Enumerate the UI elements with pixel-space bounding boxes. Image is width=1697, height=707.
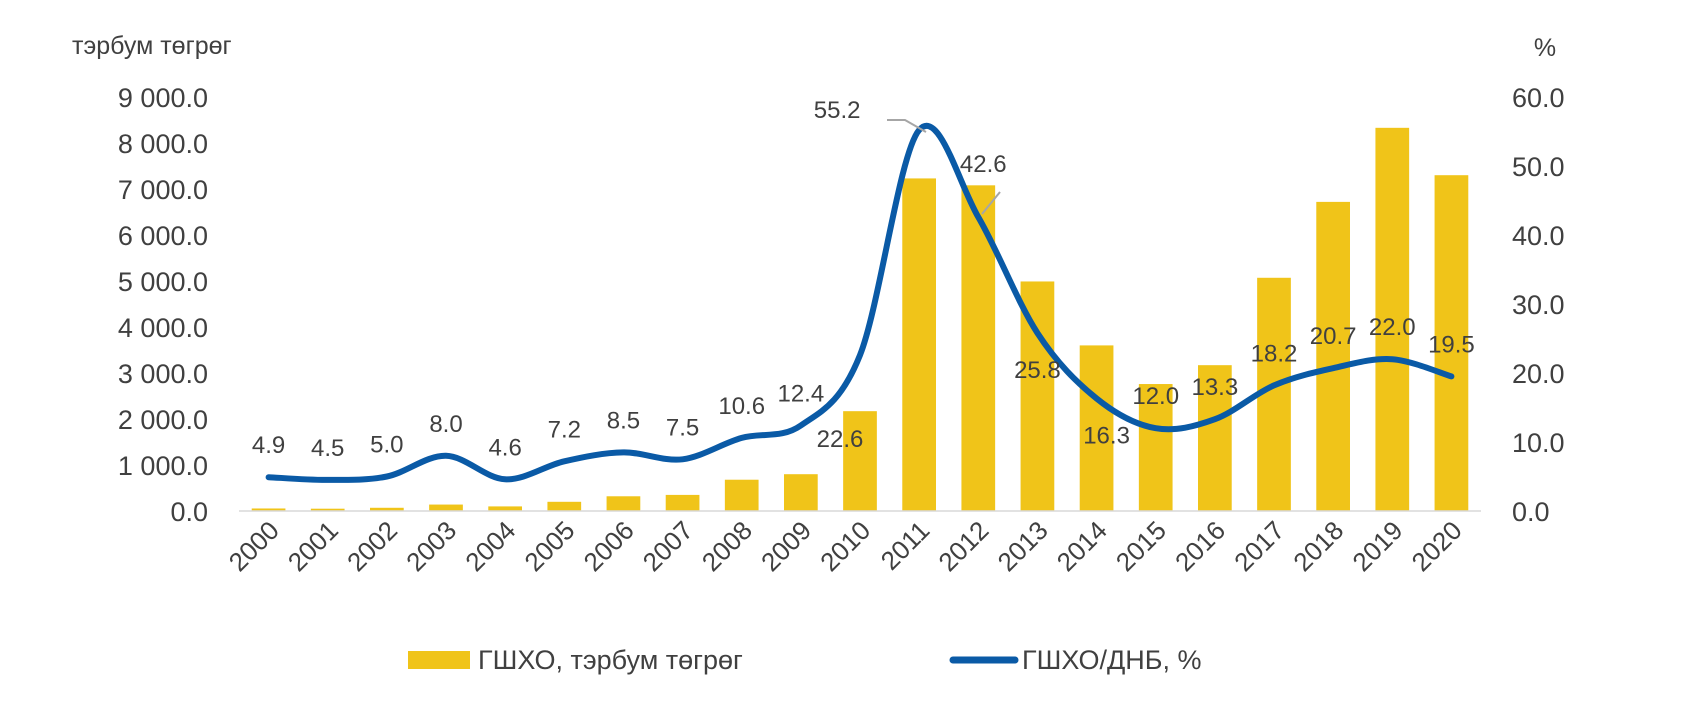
- legend-line-label: ГШХО/ДНБ, %: [1022, 645, 1202, 675]
- x-tick-label: 2001: [282, 515, 344, 577]
- x-tick-label: 2002: [341, 515, 403, 577]
- y-right-tick-label: 30.0: [1512, 290, 1565, 320]
- data-labels: 4.9 4.5 5.0 8.0 4.6 7.2 8.5 7.5 10.6 12.4 22.6 55.2…: [252, 97, 1475, 462]
- y-left-tick-label: 0.0: [170, 497, 208, 527]
- bar-2007: [665, 494, 700, 511]
- y-right-tick-label: 50.0: [1512, 152, 1565, 182]
- x-tick-label: 2004: [459, 515, 521, 577]
- data-label-2004: 4.6: [488, 434, 521, 461]
- data-label-2010: 22.6: [817, 426, 864, 453]
- data-label-2019: 22.0: [1369, 314, 1416, 341]
- y-right-tick-label: 10.0: [1512, 428, 1565, 458]
- data-label-2018: 20.7: [1310, 323, 1357, 350]
- x-tick-label: 2009: [755, 515, 817, 577]
- bar-2004: [488, 506, 522, 511]
- data-label-2003: 8.0: [429, 411, 462, 438]
- y-left-axis-title: тэрбум төгрөг: [72, 32, 232, 60]
- x-tick-label: 2006: [578, 515, 640, 577]
- x-tick-label: 2011: [875, 515, 936, 576]
- y-left-tick-label: 7 000.0: [118, 175, 208, 205]
- data-label-2016: 13.3: [1191, 374, 1238, 401]
- bar-2009: [784, 474, 818, 511]
- leader-line-2011: [887, 119, 927, 133]
- y-left-tick-label: 9 000.0: [118, 83, 208, 113]
- bar-2018: [1316, 201, 1350, 511]
- x-tick-label: 2010: [814, 515, 876, 577]
- data-label-2001: 4.5: [311, 435, 344, 462]
- y-left-tick-label: 5 000.0: [118, 267, 208, 297]
- x-tick-label: 2000: [223, 515, 285, 577]
- data-label-2009: 12.4: [777, 380, 824, 407]
- bar-2006: [606, 496, 641, 511]
- bar-2008: [724, 479, 759, 511]
- data-label-2013: 25.8: [1014, 357, 1061, 384]
- x-tick-label: 2003: [400, 515, 462, 577]
- label-leader-lines: [887, 119, 1001, 215]
- axis-titles: тэрбум төгрөг %: [72, 32, 1556, 62]
- y-right-tick-label: 40.0: [1512, 221, 1565, 251]
- data-label-2020: 19.5: [1428, 331, 1475, 358]
- data-label-2002: 5.0: [370, 432, 403, 459]
- data-label-2007: 7.5: [666, 414, 699, 441]
- data-label-2006: 8.5: [607, 407, 640, 434]
- leader-line-2012: [981, 191, 1001, 215]
- y-left-tick-label: 2 000.0: [118, 405, 208, 435]
- x-tick-label: 2018: [1287, 515, 1349, 577]
- data-label-2012: 42.6: [960, 151, 1007, 178]
- data-label-2008: 10.6: [718, 393, 765, 420]
- x-tick-label: 2008: [696, 515, 758, 577]
- line-series: [265, 123, 1455, 483]
- y-left-tick-label: 1 000.0: [118, 451, 208, 481]
- data-label-2011: 55.2: [814, 97, 861, 124]
- bar-series: [251, 127, 1469, 512]
- y-left-tick-label: 4 000.0: [118, 313, 208, 343]
- line-path: [265, 123, 1455, 483]
- bar-2005: [547, 501, 582, 511]
- x-tick-label: 2007: [637, 515, 699, 577]
- x-ticks: 2000200120022003200420052006200720082009…: [223, 515, 1468, 577]
- bar-2014: [1079, 345, 1114, 511]
- data-label-2017: 18.2: [1251, 340, 1298, 367]
- x-tick-label: 2017: [1228, 515, 1290, 577]
- y-left-ticks: 0.0 1 000.0 2 000.0 3 000.0 4 000.0 5 000.0 6 …: [118, 83, 208, 527]
- data-label-2005: 7.2: [548, 416, 581, 443]
- legend: ГШХО, тэрбум төгрөг ГШХО/ДНБ, %: [408, 645, 1202, 675]
- bar-2015: [1138, 384, 1173, 511]
- y-right-tick-label: 20.0: [1512, 359, 1565, 389]
- x-tick-label: 2015: [1110, 515, 1172, 577]
- bar-2001: [310, 508, 345, 511]
- data-label-2014: 16.3: [1083, 423, 1130, 450]
- bar-2020: [1434, 175, 1469, 511]
- y-left-tick-label: 6 000.0: [118, 221, 208, 251]
- y-left-tick-label: 8 000.0: [118, 129, 208, 159]
- y-right-axis-title: %: [1534, 34, 1556, 62]
- y-right-tick-label: 60.0: [1512, 83, 1565, 113]
- bar-2016: [1198, 365, 1232, 511]
- y-right-ticks: 0.0 10.0 20.0 30.0 40.0 50.0 60.0: [1512, 83, 1565, 527]
- legend-bar-label: ГШХО, тэрбум төгрөг: [478, 645, 743, 675]
- x-tick-label: 2013: [992, 515, 1054, 577]
- bar-2000: [251, 508, 286, 511]
- x-tick-label: 2019: [1346, 515, 1408, 577]
- legend-bar-swatch: [408, 651, 470, 669]
- data-label-2000: 4.9: [252, 432, 285, 459]
- y-left-tick-label: 3 000.0: [118, 359, 208, 389]
- bar-2010: [843, 411, 877, 511]
- data-label-2015: 12.0: [1132, 383, 1179, 410]
- bar-2002: [370, 507, 404, 511]
- bar-2011: [902, 178, 936, 512]
- x-tick-label: 2012: [932, 515, 994, 577]
- x-tick-label: 2020: [1406, 515, 1468, 577]
- x-tick-label: 2016: [1169, 515, 1231, 577]
- x-tick-label: 2005: [518, 515, 580, 577]
- y-right-tick-label: 0.0: [1512, 497, 1550, 527]
- bar-2019: [1375, 127, 1410, 511]
- x-tick-label: 2014: [1051, 515, 1113, 577]
- bar-2003: [429, 504, 463, 511]
